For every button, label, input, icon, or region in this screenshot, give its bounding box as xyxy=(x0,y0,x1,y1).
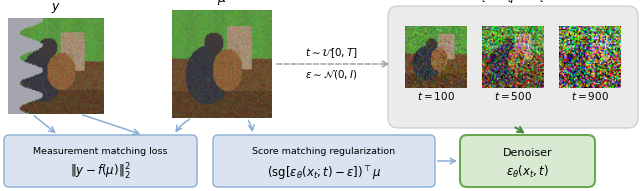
FancyBboxPatch shape xyxy=(388,6,638,128)
Text: Measurement matching loss: Measurement matching loss xyxy=(33,147,168,156)
Text: $t = 900$: $t = 900$ xyxy=(571,90,609,102)
Text: $\epsilon \sim \mathcal{N}(0, I)$: $\epsilon \sim \mathcal{N}(0, I)$ xyxy=(305,68,357,81)
Text: Score matching regularization: Score matching regularization xyxy=(252,147,396,156)
Text: Denoiser: Denoiser xyxy=(502,148,552,158)
Text: $t \sim \mathcal{U}[0, T]$: $t \sim \mathcal{U}[0, T]$ xyxy=(305,46,357,60)
Text: $t = 100$: $t = 100$ xyxy=(417,90,455,102)
FancyBboxPatch shape xyxy=(460,135,595,187)
FancyBboxPatch shape xyxy=(213,135,435,187)
Text: $(\mathrm{sg}[\epsilon_\theta(x_t; t) - \epsilon])^\top \mu$: $(\mathrm{sg}[\epsilon_\theta(x_t; t) - … xyxy=(267,163,381,181)
Text: $\epsilon_\theta(x_t, t)$: $\epsilon_\theta(x_t, t)$ xyxy=(506,164,549,180)
Text: $t = 500$: $t = 500$ xyxy=(494,90,532,102)
Text: $\|y - f(\mu)\|_2^2$: $\|y - f(\mu)\|_2^2$ xyxy=(70,162,131,182)
Text: $x_t = \alpha_t\mu + \sigma_t\epsilon$: $x_t = \alpha_t\mu + \sigma_t\epsilon$ xyxy=(474,0,552,5)
Text: $y$: $y$ xyxy=(51,1,61,15)
Text: $\mu$: $\mu$ xyxy=(217,0,227,7)
FancyBboxPatch shape xyxy=(4,135,197,187)
